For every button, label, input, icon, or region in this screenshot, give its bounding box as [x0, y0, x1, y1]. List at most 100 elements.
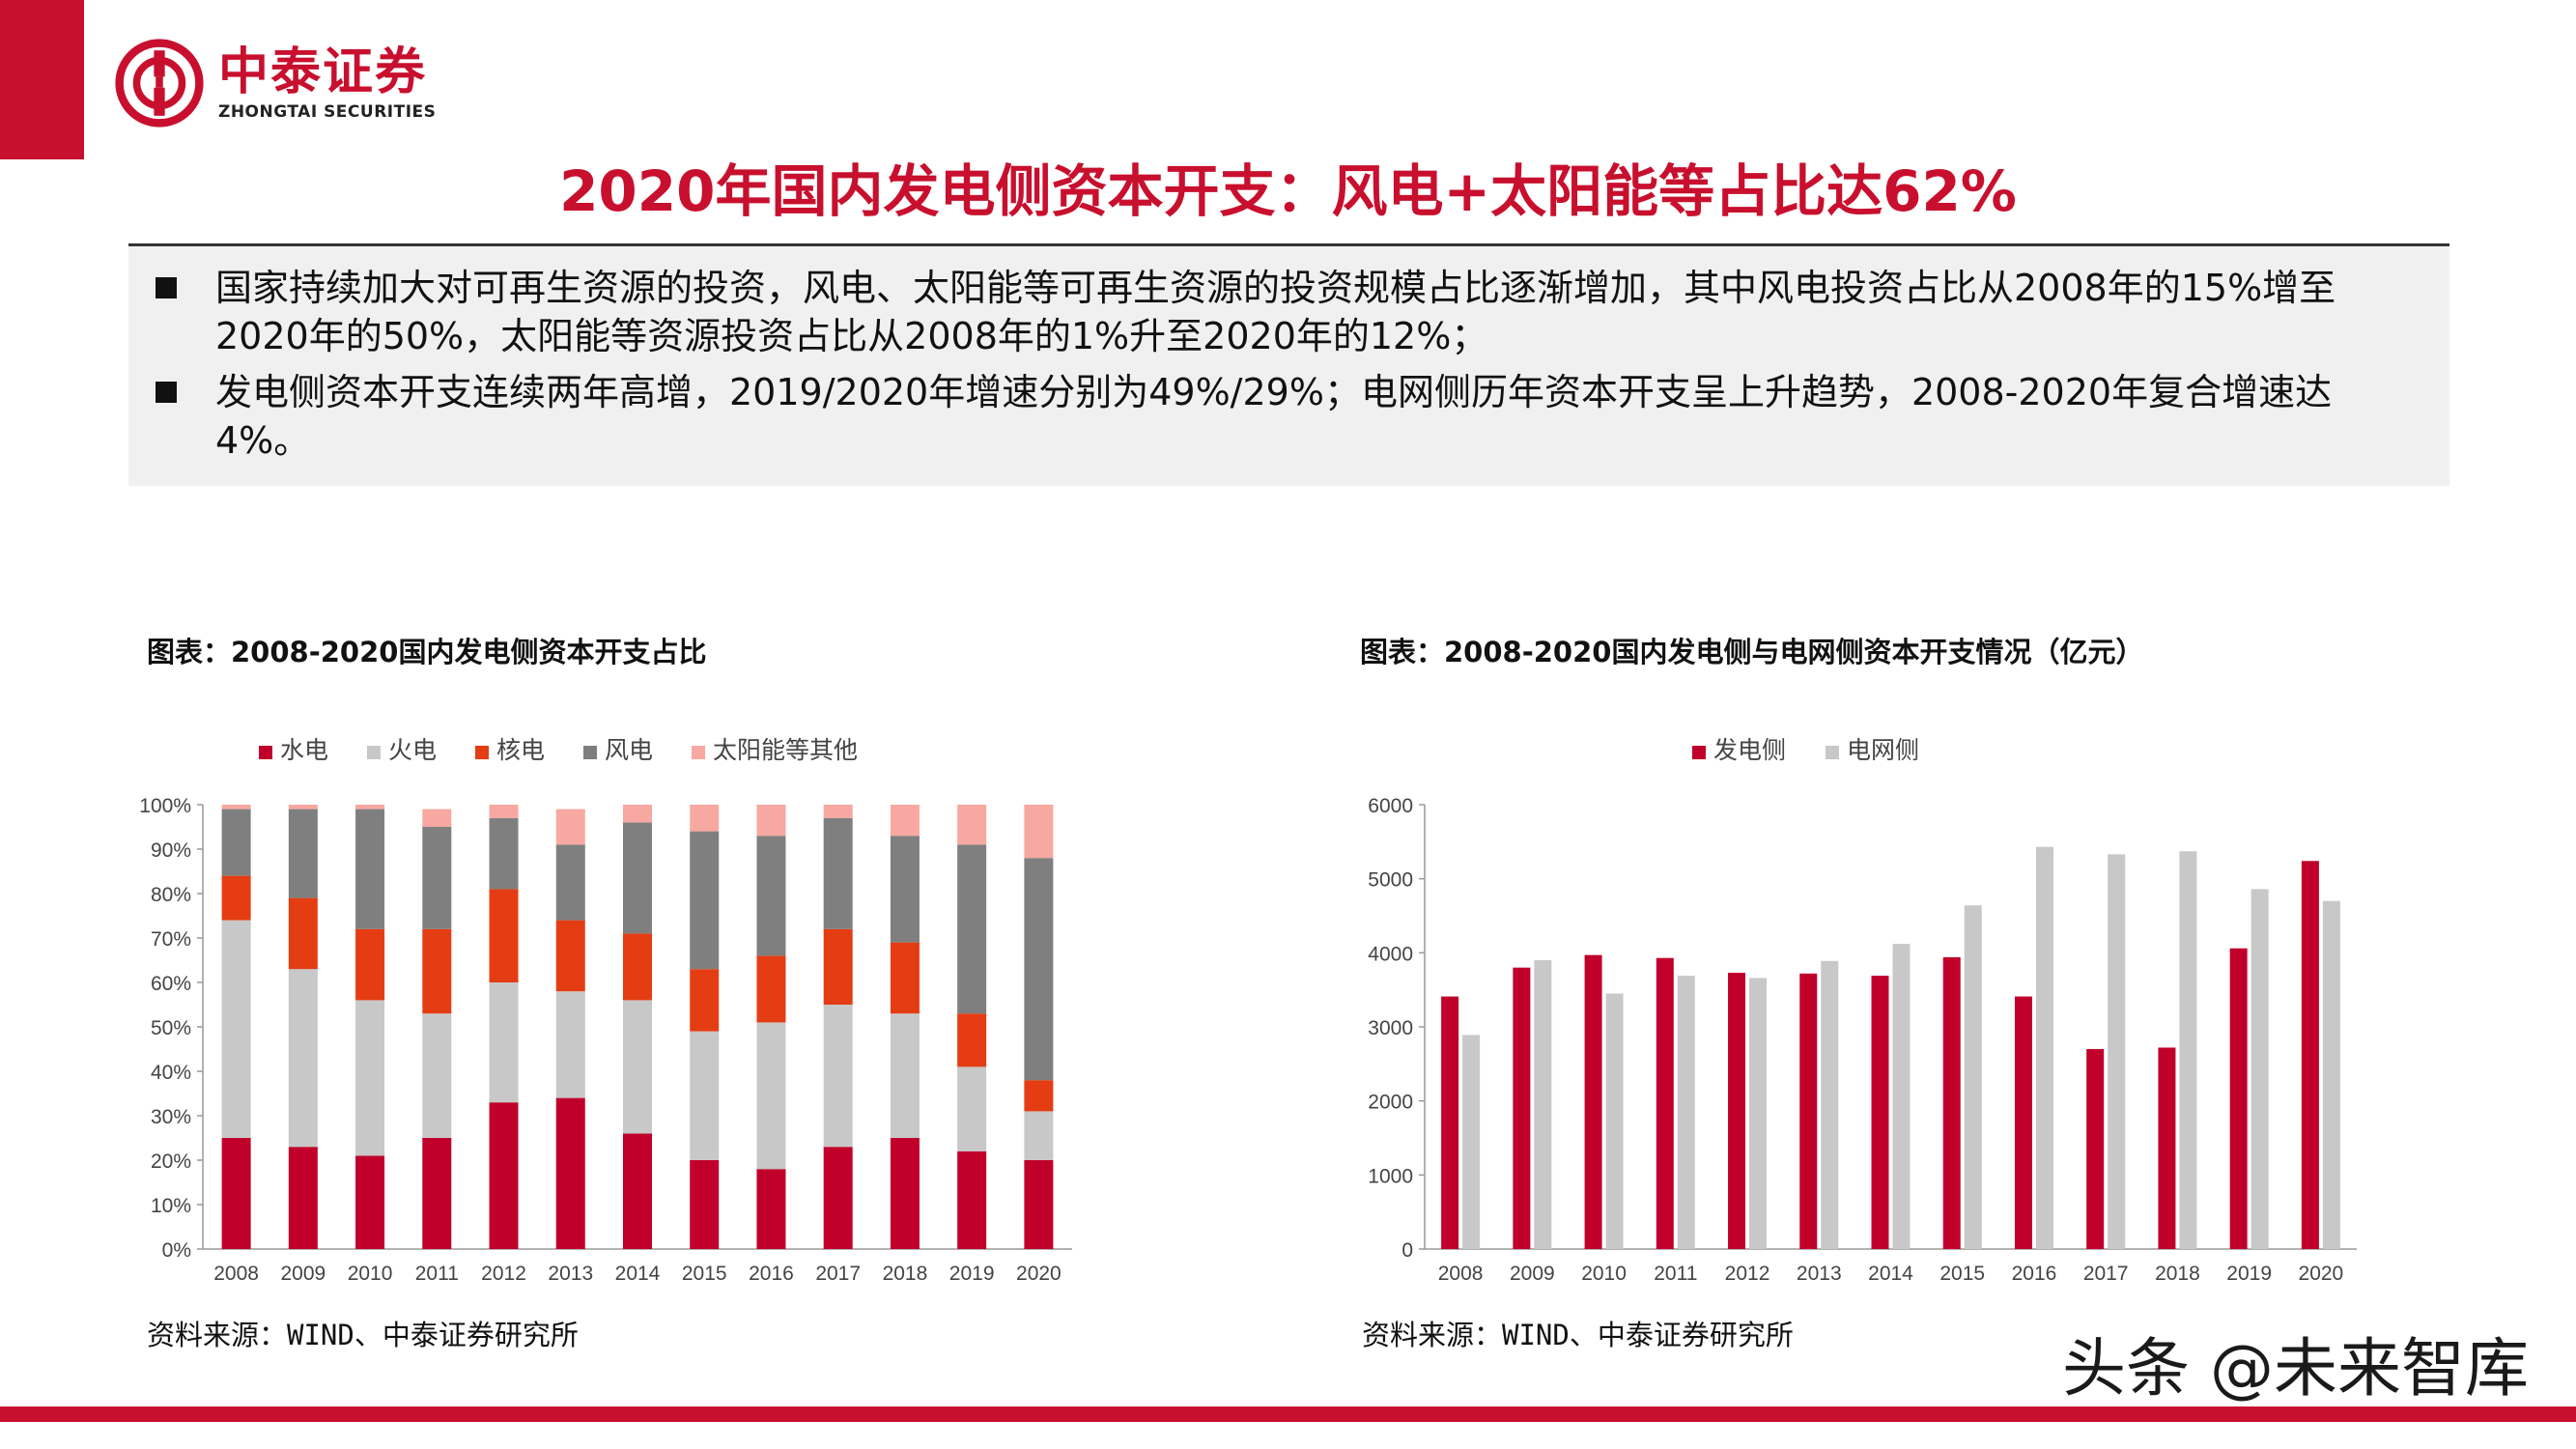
bar-segment	[489, 817, 519, 890]
bar	[1513, 967, 1531, 1249]
summary-bullet-text: 国家持续加大对可再生资源的投资，风电、太阳能等可再生资源的投资规模占比逐渐增加，…	[215, 267, 2336, 357]
bar-segment	[623, 805, 652, 823]
page-title: 2020年国内发电侧资本开支：风电+太阳能等占比达62%	[559, 158, 2017, 224]
legend-label: 火电	[388, 736, 437, 764]
bar-segment	[623, 1000, 652, 1134]
bar-segment	[690, 1160, 720, 1249]
bar-segment	[690, 831, 720, 970]
y-tick-label: 50%	[151, 1017, 191, 1039]
brand-name-en: ZHONGTAI SECURITIES	[218, 101, 437, 122]
bar-segment	[823, 817, 853, 929]
y-tick-label: 30%	[151, 1106, 191, 1128]
x-tick-label: 2011	[1654, 1263, 1697, 1285]
bar	[1584, 954, 1602, 1249]
x-tick-label: 2009	[1510, 1263, 1555, 1285]
left-chart-caption: 图表：2008-2020国内发电侧资本开支占比	[147, 636, 707, 668]
x-tick-label: 2019	[2226, 1263, 2272, 1285]
bullet-square-icon	[156, 277, 177, 298]
bar-segment	[221, 875, 251, 921]
x-tick-label: 2014	[1868, 1263, 1913, 1285]
y-tick-label: 80%	[151, 884, 191, 906]
x-tick-label: 2018	[883, 1263, 928, 1285]
x-tick-label: 2013	[1797, 1263, 1842, 1285]
bar	[1799, 973, 1818, 1249]
bar-segment	[1024, 1160, 1054, 1249]
bar-segment	[823, 805, 853, 818]
bar	[2014, 996, 2032, 1249]
bar	[1964, 905, 1982, 1249]
y-tick-label: 3000	[1368, 1017, 1413, 1039]
bar	[2158, 1047, 2176, 1249]
capex-grouped-bar-chart: 发电侧 电网侧 0 1000 2000 3000 4000 5000 6000 2008 2009 2…	[1368, 736, 2357, 1285]
bar-segment	[221, 920, 251, 1138]
x-tick-label: 2015	[682, 1263, 727, 1285]
brand-corner-bar	[0, 0, 84, 159]
bar-segment	[489, 805, 519, 818]
bar	[1728, 973, 1746, 1249]
bar-segment	[957, 844, 987, 1014]
bar-segment	[355, 928, 385, 1001]
legend-swatch	[259, 746, 272, 759]
right-chart-source: 资料来源：WIND、中泰证券研究所	[1362, 1319, 1794, 1351]
footer-rule	[0, 1406, 2576, 1422]
bar-segment	[489, 1102, 519, 1249]
bar-segment	[957, 1151, 987, 1249]
bar	[2301, 861, 2319, 1249]
x-tick-label: 2017	[2083, 1263, 2129, 1285]
x-tick-label: 2009	[280, 1263, 326, 1285]
bullet-square-icon	[156, 382, 177, 403]
bar-segment	[288, 969, 318, 1148]
bar-segment	[623, 933, 652, 1001]
legend-label: 电网侧	[1847, 736, 1919, 764]
bar-segment	[221, 805, 251, 810]
x-tick-label: 2020	[2299, 1263, 2344, 1285]
x-tick-label: 2016	[2012, 1263, 2057, 1285]
bar-segment	[221, 809, 251, 876]
bar	[1749, 978, 1768, 1249]
bar	[1871, 976, 1889, 1249]
share-stacked-bar-chart: 水电 火电 核电 风电 太阳能等其他 0% 10% 20% 30% 40% 50% 60% 70% 80%…	[139, 736, 1072, 1285]
brand-logo: 中泰证券 ZHONGTAI SECURITIES	[114, 37, 436, 128]
bar	[1462, 1035, 1481, 1249]
bar-segment	[890, 1138, 920, 1249]
bar-segment	[1024, 1111, 1054, 1160]
bar-segment	[288, 1147, 318, 1249]
y-tick-label: 90%	[151, 839, 191, 862]
bar-segment	[489, 889, 519, 982]
bar-segment	[823, 1005, 853, 1148]
x-tick-label: 2019	[949, 1263, 995, 1285]
x-tick-label: 2017	[815, 1263, 861, 1285]
right-chart-caption: 图表：2008-2020国内发电侧与电网侧资本开支情况（亿元）	[1360, 636, 2144, 668]
bar-segment	[422, 809, 452, 827]
legend-label: 核电	[496, 736, 545, 764]
x-tick-label: 2013	[548, 1263, 593, 1285]
summary-bullet: 国家持续加大对可再生资源的投资，风电、太阳能等可再生资源的投资规模占比逐渐增加，…	[156, 264, 2420, 360]
bar-segment	[890, 836, 920, 943]
legend-label: 水电	[280, 736, 328, 764]
bar	[1677, 976, 1695, 1249]
y-tick-label: 0	[1401, 1239, 1413, 1262]
x-tick-label: 2014	[615, 1263, 661, 1285]
bar-segment	[823, 928, 853, 1005]
bar-segment	[555, 844, 585, 921]
bar	[2179, 851, 2197, 1249]
bar-segment	[623, 1133, 652, 1249]
bar-segment	[756, 955, 786, 1023]
y-tick-label: 4000	[1368, 943, 1413, 965]
bar	[1942, 956, 1961, 1249]
bar	[1534, 960, 1552, 1249]
legend-label: 太阳能等其他	[713, 736, 858, 764]
bar-segment	[555, 920, 585, 992]
y-tick-label: 6000	[1368, 795, 1413, 817]
bar	[1656, 957, 1674, 1249]
y-tick-label: 5000	[1368, 869, 1413, 892]
bar-segment	[756, 805, 786, 837]
x-tick-label: 2018	[2155, 1263, 2200, 1285]
x-tick-label: 2012	[1725, 1263, 1770, 1285]
x-tick-label: 2011	[415, 1263, 459, 1285]
bar-segment	[1024, 858, 1054, 1081]
x-tick-label: 2015	[1939, 1263, 1985, 1285]
bar	[2086, 1049, 2105, 1249]
bar-segment	[690, 1031, 720, 1160]
legend-swatch	[475, 746, 489, 759]
